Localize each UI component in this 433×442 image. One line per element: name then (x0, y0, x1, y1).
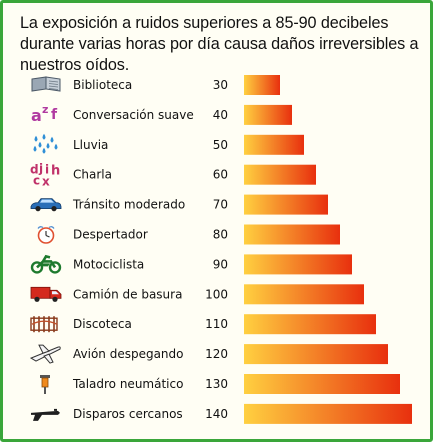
bar (244, 344, 388, 365)
chart-row: Biblioteca 30 (31, 75, 280, 95)
value-label: 130 (205, 377, 228, 391)
value-label: 40 (213, 108, 228, 122)
category-label: Biblioteca (73, 78, 132, 92)
chart-title: La exposición a ruidos superiores a 85-9… (20, 14, 419, 74)
svg-text:f: f (51, 107, 58, 123)
value-label: 120 (205, 347, 228, 361)
gun-icon (31, 408, 60, 421)
value-label: 90 (213, 257, 228, 271)
category-label: Conversación suave (73, 108, 194, 122)
category-label: Camión de basura (73, 287, 182, 301)
raindrops-icon (33, 133, 58, 154)
svg-text:x: x (42, 175, 50, 189)
disco-icon (30, 316, 58, 333)
value-label: 80 (213, 228, 228, 242)
value-label: 110 (205, 317, 228, 331)
chart-row: Camión de basura 100 (30, 284, 364, 305)
svg-text:a: a (31, 106, 42, 125)
category-label: Discoteca (73, 317, 132, 331)
chart-row: Despertador 80 (37, 224, 340, 245)
chart-row: Lluvia 50 (33, 133, 304, 155)
value-label: 100 (205, 287, 228, 301)
chart-row: Taladro neumático 130 (40, 374, 400, 394)
category-label: Tránsito moderado (72, 198, 185, 212)
value-label: 50 (213, 138, 228, 152)
bar (244, 194, 328, 215)
chart-row: Discoteca 110 (30, 314, 376, 335)
book-icon (31, 76, 61, 92)
bar (244, 134, 304, 155)
value-label: 60 (213, 168, 228, 182)
car-icon (30, 198, 62, 212)
value-label: 70 (213, 198, 228, 212)
chart-row: d j i hc x Charla 60 (30, 162, 316, 189)
svg-text:z: z (42, 103, 48, 116)
alarm-clock-icon (37, 226, 55, 244)
value-label: 140 (205, 407, 228, 421)
bar (244, 403, 412, 424)
bar (244, 254, 352, 275)
svg-text:c: c (33, 174, 40, 188)
chart-row: Motociclista 90 (30, 254, 352, 275)
motorcycle-icon (30, 254, 62, 274)
value-label: 30 (213, 78, 228, 92)
svg-text:d: d (30, 163, 39, 177)
svg-text:j: j (38, 162, 43, 176)
category-label: Motociclista (73, 257, 144, 271)
chart-row: Tránsito moderado 70 (30, 194, 328, 215)
bar (244, 314, 376, 335)
bar (244, 164, 316, 185)
category-label: Lluvia (73, 138, 108, 152)
svg-text:h: h (51, 164, 60, 179)
bar (244, 284, 364, 305)
bar (244, 224, 340, 245)
svg-text:i: i (45, 163, 49, 177)
category-label: Taladro neumático (72, 377, 183, 391)
bar (244, 75, 280, 95)
airplane-icon (29, 344, 61, 364)
chart-row: Avión despegando 120 (29, 344, 388, 365)
garbage-truck-icon (30, 286, 62, 302)
chart-row: Disparos cercanos 140 (31, 403, 412, 424)
chart-row: a z f Conversación suave 40 (31, 103, 292, 125)
category-label: Avión despegando (73, 347, 184, 361)
jackhammer-icon (40, 375, 50, 394)
category-label: Charla (73, 168, 112, 182)
category-label: Disparos cercanos (73, 407, 183, 421)
bar (244, 374, 400, 394)
bar (244, 104, 292, 125)
category-label: Despertador (73, 228, 148, 242)
letters-chatter-icon: d j i hc x (30, 162, 60, 189)
